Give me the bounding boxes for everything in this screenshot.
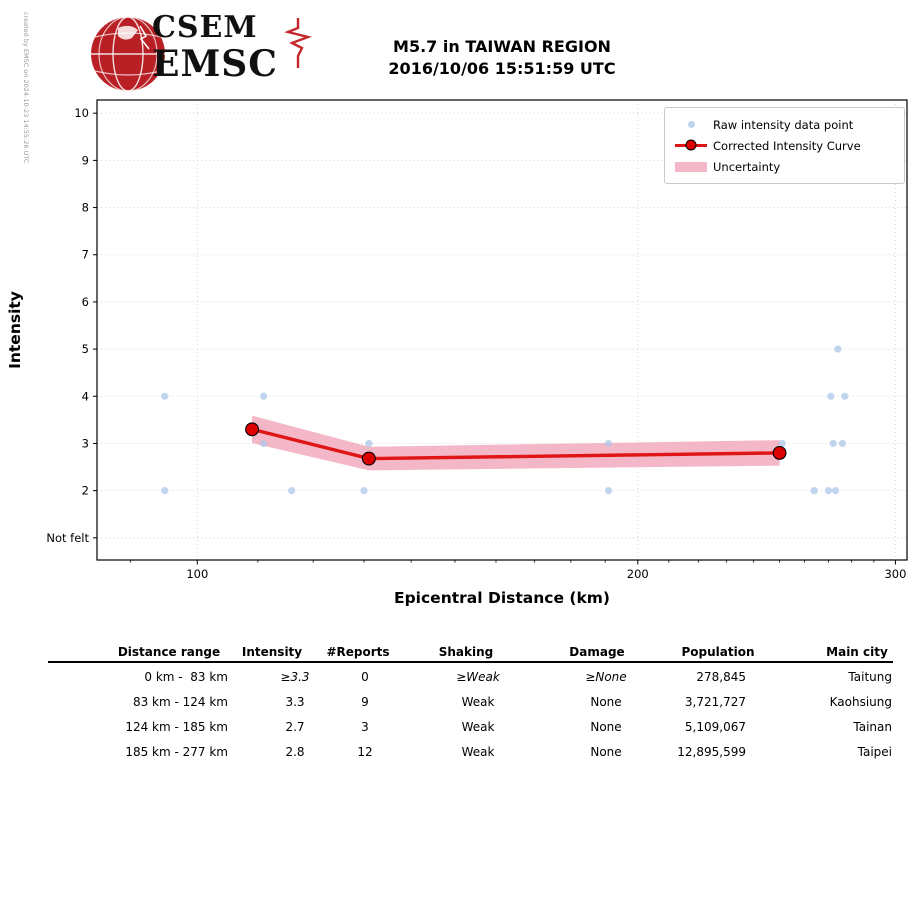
x-axis-label: Epicentral Distance (km): [394, 589, 610, 607]
table-cell-damage: ≥None: [585, 669, 627, 684]
table-cell-population: 5,109,067: [684, 719, 746, 734]
table-cell-shaking: Weak: [461, 719, 495, 734]
table-cell-city: Taipei: [857, 744, 892, 759]
y-tick-label: 2: [82, 484, 89, 498]
table-cell-shaking: ≥Weak: [456, 669, 500, 684]
emsc-logo: CSEM EMSC: [88, 12, 312, 94]
y-tick-label: 8: [82, 201, 89, 215]
raw-data-point: [161, 392, 169, 400]
raw-data-point: [288, 487, 296, 495]
y-tick-label: 9: [82, 153, 89, 167]
table-cell-range: 185 km - 277 km: [125, 744, 228, 759]
raw-data-point: [161, 487, 169, 495]
y-tick-label: 7: [82, 248, 89, 262]
raw-data-point: [260, 439, 268, 448]
y-tick-label: Not felt: [46, 531, 89, 545]
x-tick-label: 200: [627, 567, 649, 581]
table-cell-city: Kaohsiung: [829, 694, 892, 709]
raw-data-point: [827, 392, 835, 400]
y-tick-label: 10: [74, 106, 89, 120]
raw-data-point: [824, 487, 833, 495]
legend-entry-raw: Raw intensity data point: [673, 114, 896, 135]
page-title: M5.7 in TAIWAN REGION 2016/10/06 15:51:5…: [97, 36, 907, 80]
table-cell-intensity: 2.8: [285, 744, 305, 759]
table-body: 0 km - 83 km ≥3.3 0 ≥Weak ≥None 278,845 Taitun…: [48, 664, 893, 764]
plot-border: [96, 99, 908, 561]
y-tick-label: 4: [82, 389, 89, 403]
title-line1: M5.7 in TAIWAN REGION: [393, 37, 611, 56]
raw-data-point: [838, 439, 847, 448]
raw-data-point: [778, 439, 786, 448]
table-cell-population: 12,895,599: [677, 744, 746, 759]
y-tick-label: 5: [82, 342, 89, 356]
table-cell-shaking: Weak: [461, 744, 495, 759]
table-cell-city: Tainan: [853, 719, 892, 734]
y-axis-label: Intensity: [6, 291, 24, 369]
table-cell-city: Taitung: [848, 669, 892, 684]
x-tick-label: 300: [884, 567, 906, 581]
intensity-distance-chart: 10 9 8 7 6 5 4 3 2 Not felt 100 200 300: [46, 99, 908, 581]
raw-data-point: [831, 487, 840, 495]
table-header: Damage: [569, 644, 625, 659]
table-cell-shaking: Weak: [461, 694, 495, 709]
raw-data-point: [810, 487, 818, 495]
x-tick-label: 100: [186, 567, 208, 581]
uncertainty-band-icon: [673, 161, 709, 172]
raw-data-point: [829, 439, 837, 448]
uncertainty-band: [252, 415, 780, 471]
y-tick-label: 6: [82, 295, 89, 309]
table-cell-range: 0 km - 83 km: [144, 669, 228, 684]
legend-entry-curve: Corrected Intensity Curve: [673, 135, 896, 156]
curve-marker: [245, 422, 260, 437]
raw-data-point: [604, 487, 613, 495]
table-header: Main city: [826, 644, 888, 659]
table-cell-reports: 9: [361, 694, 369, 709]
y-tick-label: 3: [82, 436, 89, 450]
table-cell-damage: None: [590, 694, 622, 709]
logo-text-emsc: EMSC: [152, 43, 278, 85]
curve-marker: [361, 451, 376, 466]
curve-marker: [772, 445, 787, 460]
table-header: Distance range: [117, 644, 221, 659]
table-cell-intensity: 3.3: [285, 694, 305, 709]
globe-icon: [91, 16, 165, 92]
raw-data-point: [260, 392, 268, 400]
table-header: #Reports: [326, 644, 390, 659]
legend-label-raw: Raw intensity data point: [713, 117, 854, 132]
table-cell-range: 83 km - 124 km: [132, 694, 228, 709]
table-header: Population: [681, 644, 755, 659]
table-cell-damage: None: [590, 744, 622, 759]
chart-legend: Raw intensity data point Corrected Inten…: [664, 107, 905, 184]
table-cell-reports: 12: [357, 744, 373, 759]
table-cell-damage: None: [590, 719, 622, 734]
table-header: Intensity: [241, 644, 303, 659]
table-cell-population: 278,845: [696, 669, 746, 684]
raw-data-point: [604, 439, 613, 448]
legend-label-curve: Corrected Intensity Curve: [713, 138, 861, 153]
logo-text: CSEM EMSC: [152, 12, 312, 84]
table-cell-range: 124 km - 185 km: [125, 719, 228, 734]
table-cell-population: 3,721,727: [684, 694, 746, 709]
raw-data-point: [834, 345, 842, 353]
table-cell-reports: 0: [361, 669, 369, 684]
raw-data-point: [841, 392, 849, 400]
raw-data-point: [360, 487, 368, 495]
table-cell-reports: 3: [361, 719, 369, 734]
title-line2: 2016/10/06 15:51:59 UTC: [388, 59, 616, 78]
curve-line-icon: [673, 139, 709, 151]
raw-data-point: [365, 439, 373, 448]
seismogram-icon: [284, 18, 312, 68]
table-cell-intensity: 2.7: [285, 719, 305, 734]
legend-entry-uncertainty: Uncertainty: [673, 156, 896, 177]
table-header-row: Distance range Intensity #Reports Shaking Da…: [48, 642, 893, 663]
legend-label-uncertainty: Uncertainty: [713, 159, 781, 174]
logo-text-csem: CSEM: [152, 10, 258, 45]
table-header: Shaking: [438, 644, 494, 659]
raw-point-icon: [673, 121, 709, 128]
table-cell-intensity: ≥3.3: [280, 669, 310, 684]
